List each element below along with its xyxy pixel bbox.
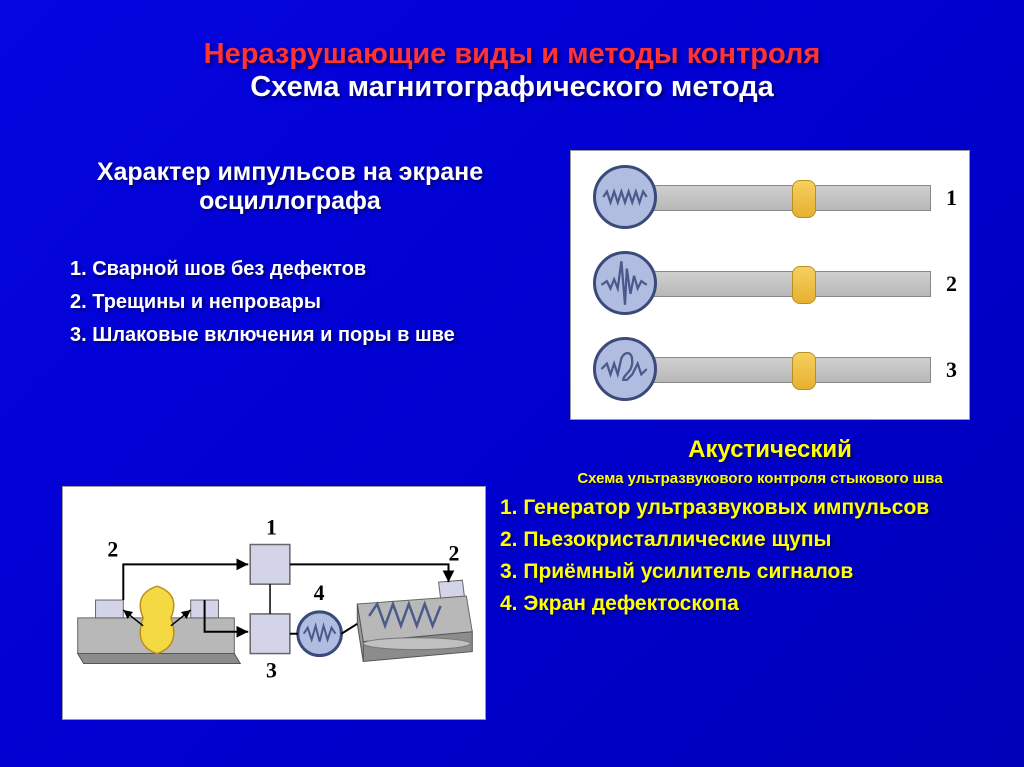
list-item: 2. Трещины и непровары <box>70 291 455 314</box>
signal-row: 3 <box>571 331 969 411</box>
diagram-label-1: 1 <box>266 516 277 540</box>
row-number: 2 <box>942 271 961 297</box>
title-line-2: Схема магнитографического метода <box>20 71 1004 104</box>
weld-seam <box>792 180 816 218</box>
row-number: 1 <box>942 185 961 211</box>
scope-screen <box>593 165 657 229</box>
list-item: 2. Пьезокристаллические щупы <box>500 528 1010 552</box>
signal-row: 1 <box>571 159 969 239</box>
oscilloscope-subtitle: Характер импульсов на экране осциллограф… <box>70 158 510 216</box>
title-line-1: Неразрушающие виды и методы контроля <box>20 38 1004 71</box>
defect-type-list: 1. Сварной шов без дефектов 2. Трещины и… <box>70 258 455 357</box>
diagram-label-3: 3 <box>266 658 277 682</box>
weld-seam <box>792 266 816 304</box>
signal-row: 2 <box>571 245 969 325</box>
list-item: 1. Сварной шов без дефектов <box>70 258 455 281</box>
list-item: 3. Шлаковые включения и поры в шве <box>70 324 455 347</box>
acoustic-subheading: Схема ультразвукового контроля стыкового… <box>510 470 1010 487</box>
scope-screen <box>593 251 657 315</box>
welded-bar <box>651 185 931 211</box>
ultrasonic-diagram: 1 2 2 3 4 <box>62 486 486 720</box>
acoustic-heading: Акустический <box>570 436 970 464</box>
list-item: 1. Генератор ультразвуковых импульсов <box>500 496 1010 520</box>
scope-screen <box>593 337 657 401</box>
diagram-label-2: 2 <box>448 541 459 565</box>
slide-title: Неразрушающие виды и методы контроля Схе… <box>0 0 1024 114</box>
row-number: 3 <box>942 357 961 383</box>
welded-bar <box>651 357 931 383</box>
welded-bar <box>651 271 931 297</box>
oscilloscope-signals-diagram: 1 2 3 <box>570 150 970 420</box>
list-item: 4. Экран дефектоскопа <box>500 592 1010 616</box>
list-item: 3. Приёмный усилитель сигналов <box>500 560 1010 584</box>
weld-seam <box>792 352 816 390</box>
diagram-label-2: 2 <box>107 537 118 561</box>
acoustic-component-list: 1. Генератор ультразвуковых импульсов 2.… <box>500 496 1010 624</box>
diagram-label-4: 4 <box>314 581 325 605</box>
